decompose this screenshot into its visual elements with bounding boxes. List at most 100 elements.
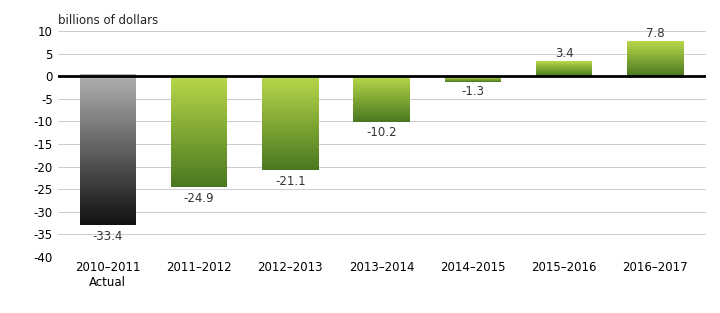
Bar xyxy=(79,169,136,171)
Bar xyxy=(79,101,136,103)
Bar xyxy=(79,189,136,191)
Bar xyxy=(171,138,228,140)
Bar xyxy=(354,93,410,94)
Bar xyxy=(262,86,319,87)
Bar xyxy=(262,76,319,78)
Bar xyxy=(79,133,136,135)
Bar xyxy=(171,100,228,102)
Bar xyxy=(262,148,319,149)
Bar xyxy=(354,99,410,100)
Bar xyxy=(79,140,136,142)
Bar xyxy=(627,52,684,53)
Bar xyxy=(79,114,136,116)
Bar xyxy=(171,96,228,97)
Bar xyxy=(171,90,228,92)
Bar xyxy=(627,61,684,62)
Bar xyxy=(262,101,319,103)
Bar xyxy=(79,219,136,221)
Bar xyxy=(171,140,228,141)
Bar xyxy=(79,93,136,95)
Text: billions of dollars: billions of dollars xyxy=(58,14,158,27)
Bar xyxy=(79,144,136,146)
Bar xyxy=(171,166,228,167)
Bar xyxy=(262,125,319,126)
Bar xyxy=(262,81,319,82)
Bar xyxy=(171,126,228,127)
Bar xyxy=(79,142,136,144)
Bar xyxy=(171,95,228,96)
Text: 3.4: 3.4 xyxy=(555,47,573,60)
Bar xyxy=(262,117,319,118)
Bar xyxy=(79,216,136,218)
Bar xyxy=(79,167,136,169)
Bar xyxy=(262,157,319,158)
Bar xyxy=(262,169,319,170)
Bar xyxy=(171,180,228,182)
Bar xyxy=(79,148,136,150)
Bar xyxy=(79,88,136,90)
Bar xyxy=(354,76,410,77)
Bar xyxy=(171,106,228,107)
Text: -10.2: -10.2 xyxy=(366,126,397,138)
Bar xyxy=(79,208,136,210)
Bar xyxy=(171,165,228,166)
Bar xyxy=(171,146,228,148)
Bar xyxy=(79,108,136,110)
Bar xyxy=(171,93,228,95)
Bar xyxy=(262,137,319,138)
Bar xyxy=(262,152,319,154)
Bar xyxy=(354,84,410,85)
Bar xyxy=(627,69,684,70)
Bar xyxy=(79,110,136,112)
Bar xyxy=(354,90,410,91)
Bar xyxy=(171,118,228,120)
Bar xyxy=(79,97,136,99)
Bar xyxy=(79,210,136,212)
Text: -33.4: -33.4 xyxy=(93,230,123,243)
Bar xyxy=(627,43,684,44)
Bar xyxy=(79,206,136,208)
Bar xyxy=(354,118,410,119)
Bar xyxy=(79,135,136,136)
Bar xyxy=(171,179,228,180)
Bar xyxy=(262,166,319,167)
Bar xyxy=(171,80,228,82)
Bar xyxy=(79,204,136,206)
Bar xyxy=(262,85,319,86)
Bar xyxy=(79,105,136,106)
Bar xyxy=(79,199,136,201)
Bar xyxy=(171,159,228,161)
Bar xyxy=(354,119,410,120)
Bar xyxy=(171,78,228,79)
Bar xyxy=(79,103,136,105)
Bar xyxy=(262,113,319,115)
Bar xyxy=(171,89,228,90)
Bar xyxy=(262,160,319,161)
Bar xyxy=(171,155,228,156)
Bar xyxy=(262,82,319,84)
Bar xyxy=(262,98,319,99)
Bar xyxy=(627,71,684,72)
Bar xyxy=(171,85,228,86)
Bar xyxy=(79,172,136,174)
Bar xyxy=(627,75,684,76)
Bar xyxy=(79,195,136,197)
Bar xyxy=(354,82,410,83)
Bar xyxy=(79,76,136,78)
Bar xyxy=(262,151,319,152)
Bar xyxy=(262,139,319,141)
Bar xyxy=(262,133,319,135)
Bar xyxy=(354,111,410,112)
Bar xyxy=(171,97,228,99)
Bar xyxy=(171,148,228,149)
Bar xyxy=(79,121,136,123)
Bar xyxy=(262,150,319,151)
Bar xyxy=(262,163,319,164)
Bar xyxy=(354,112,410,113)
Bar xyxy=(171,99,228,100)
Bar xyxy=(79,218,136,219)
Bar xyxy=(79,118,136,120)
Bar xyxy=(262,93,319,94)
Bar xyxy=(79,193,136,195)
Bar xyxy=(262,100,319,101)
